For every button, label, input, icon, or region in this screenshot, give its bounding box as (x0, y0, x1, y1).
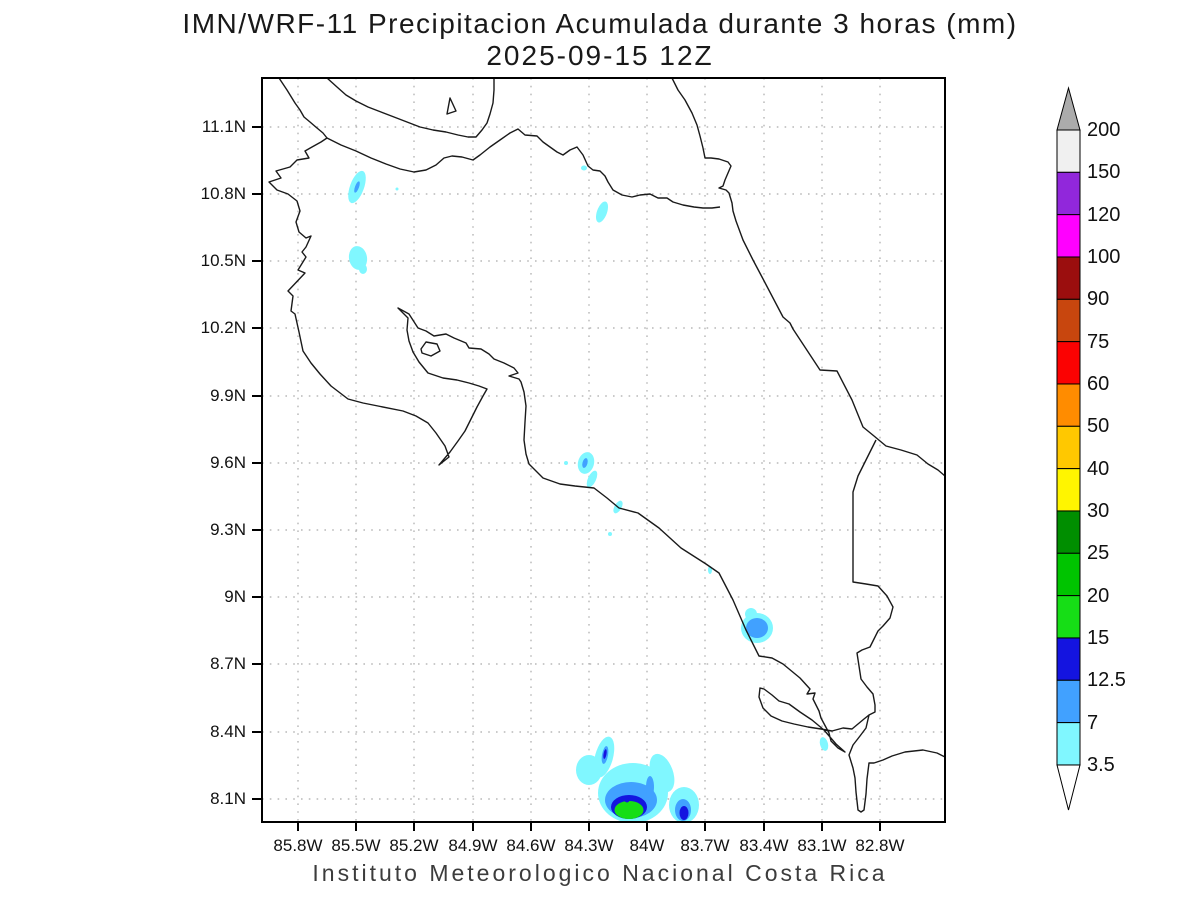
precip-blob-c4 (614, 801, 644, 819)
lat-tick-label: 9.3N (210, 520, 246, 539)
lat-tick-label: 8.7N (210, 654, 246, 673)
precip-blob-c2 (646, 776, 654, 798)
colorbar-boundary-label: 100 (1087, 245, 1121, 268)
lat-tick-label: 8.1N (210, 789, 246, 808)
lon-tick-label: 85.8W (273, 836, 323, 855)
colorbar-segment (1056, 637, 1081, 681)
colorbar-segment (1056, 552, 1081, 597)
precip-blob-c1 (581, 165, 587, 171)
lon-tick-label: 84.3W (564, 836, 614, 855)
lon-tick-label: 84.6W (506, 836, 556, 855)
colorbar-boundary-label: 12.5 (1087, 669, 1126, 692)
lon-tick-label: 84.9W (448, 836, 498, 855)
coastline-layer (268, 78, 945, 813)
lat-tick-label: 9.9N (210, 386, 246, 405)
colorbar-segment (1056, 214, 1081, 258)
precip-blob-c1 (608, 532, 612, 536)
caption: Instituto Meteorologico Nacional Costa R… (312, 860, 888, 886)
precip-blob-c2 (354, 181, 360, 193)
precip-blob-c2 (582, 458, 588, 468)
colorbar-boundary-label: 75 (1087, 330, 1110, 353)
colorbar-boundary-label: 15 (1087, 626, 1110, 649)
precip-blob-c1 (819, 737, 829, 751)
colorbar-boundary-label: 7 (1087, 711, 1099, 734)
lat-tick-label: 10.2N (200, 318, 246, 337)
lat-tick-label: 10.5N (200, 251, 246, 270)
colorbar-arrow-bottom (1056, 764, 1081, 811)
lat-tick-label: 9N (224, 587, 246, 606)
chira-island (420, 341, 441, 357)
colorbar-boundary-label: 50 (1087, 415, 1110, 438)
precip-blob-c1 (348, 246, 368, 270)
precipitation-layer (348, 165, 829, 822)
precip-blob-c2 (746, 618, 768, 638)
colorbar-boundary-label: 30 (1087, 499, 1110, 522)
colorbar-segment (1056, 679, 1081, 724)
precip-blob-c3 (603, 749, 607, 759)
page-subtitle-date: 2025-09-15 12Z (486, 40, 714, 71)
colorbar-boundary-label: 3.5 (1087, 753, 1115, 776)
colorbar-segment (1056, 171, 1081, 216)
colorbar-segment (1056, 341, 1081, 385)
colorbar-segment (1056, 468, 1081, 512)
lon-tick-label: 85.5W (331, 836, 381, 855)
lon-tick-label: 83.1W (797, 836, 847, 855)
colorbar-segment (1056, 510, 1081, 554)
lat-tick-label: 8.4N (210, 722, 246, 741)
precip-blob-c3 (679, 806, 689, 820)
precip-blob-c1 (595, 201, 609, 223)
lake-island (446, 97, 457, 115)
colorbar-boundary-label: 20 (1087, 584, 1110, 607)
colorbar-segment (1056, 383, 1081, 427)
lon-tick-label: 83.7W (680, 836, 730, 855)
colorbar-boundary-label: 120 (1087, 203, 1121, 226)
colorbar-segment (1056, 298, 1081, 343)
colorbar-arrow-top (1056, 86, 1081, 131)
pacific-coast (268, 78, 945, 813)
nicaragua-border-river (326, 128, 721, 209)
colorbar-segment (1056, 722, 1081, 766)
colorbar-segment (1056, 425, 1081, 470)
colorbar-segment (1056, 256, 1081, 300)
colorbar-boundary-label: 90 (1087, 288, 1110, 311)
precip-blob-c1 (649, 753, 675, 793)
colorbar-boundary-label: 60 (1087, 372, 1110, 395)
colorbar-segment (1056, 129, 1081, 173)
plot-frame (261, 77, 946, 823)
colorbar-boundary-label: 25 (1087, 542, 1110, 565)
lat-tick-label: 9.6N (210, 453, 246, 472)
precip-blob-c3 (624, 797, 630, 803)
lon-tick-label: 82.8W (855, 836, 905, 855)
lon-tick-label: 83.4W (739, 836, 789, 855)
page-title: IMN/WRF-11 Precipitacion Acumulada duran… (182, 8, 1018, 39)
precip-blob-c1 (359, 264, 367, 274)
precip-blob-c1 (395, 187, 399, 191)
colorbar-boundary-label: 150 (1087, 161, 1121, 184)
lat-tick-label: 11.1N (201, 117, 246, 136)
colorbar-boundary-label: 40 (1087, 457, 1110, 480)
precip-blob-c1 (745, 608, 757, 620)
panama-border (852, 439, 894, 716)
precip-blob-c1 (564, 461, 568, 465)
lat-tick-label: 10.8N (200, 184, 246, 203)
colorbar-segment (1056, 595, 1081, 639)
lake-nicaragua-shore (326, 78, 495, 138)
lon-tick-label: 85.2W (389, 836, 439, 855)
lon-tick-label: 84W (629, 836, 665, 855)
colorbar-boundary-label: 200 (1087, 119, 1121, 141)
precip-blob-c1 (586, 470, 598, 488)
caribbean-coast (671, 78, 945, 477)
